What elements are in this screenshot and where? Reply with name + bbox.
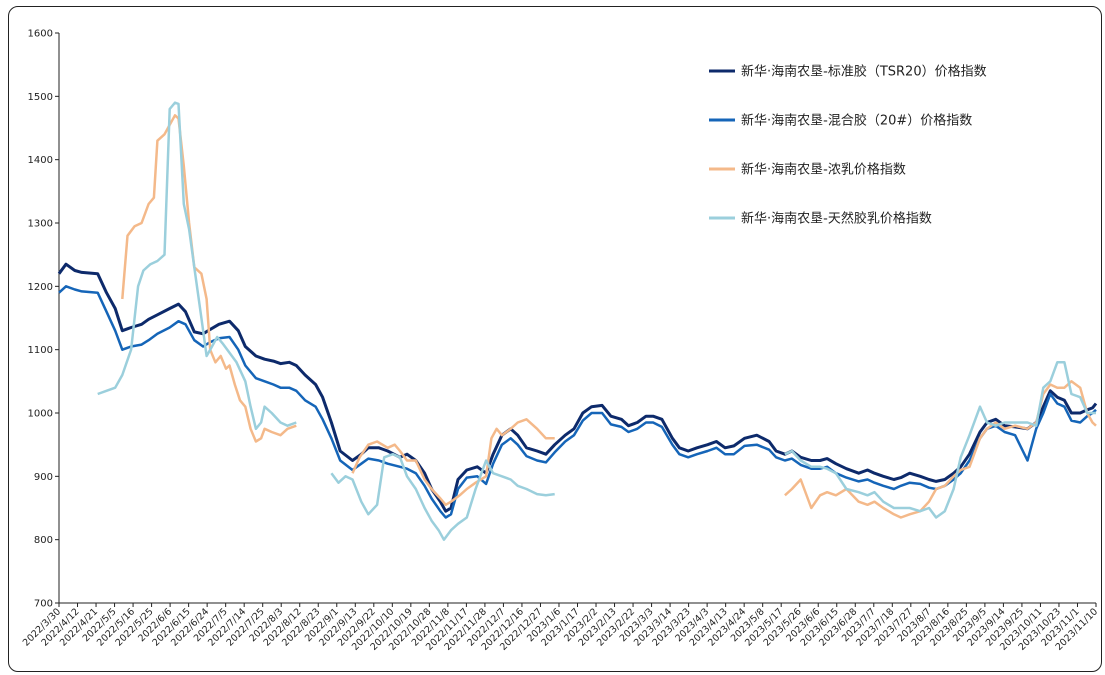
series-line-3-segment-3 — [784, 380, 1097, 519]
series-line-4-segment-1 — [97, 101, 297, 431]
series-line-2 — [58, 285, 1097, 519]
y-tick-label: 1000 — [28, 409, 53, 420]
y-tick-label: 700 — [34, 599, 53, 610]
legend-label-4: 新华·海南农垦-天然胶乳价格指数 — [741, 211, 932, 227]
y-tick-label: 1300 — [28, 219, 53, 230]
line-chart: 7008009001000110012001300140015001600202… — [21, 29, 1100, 653]
y-tick-label: 1200 — [28, 282, 53, 293]
y-tick-label: 1400 — [28, 155, 53, 166]
y-tick-label: 1100 — [28, 345, 53, 356]
series-layer — [57, 101, 1098, 541]
y-tick-label: 900 — [34, 472, 53, 483]
legend-label-2: 新华·海南农垦-混合胶（20#）价格指数 — [741, 113, 972, 129]
series-line-3-segment-1 — [121, 114, 297, 443]
legend-label-3: 新华·海南农垦-浓乳价格指数 — [741, 162, 906, 178]
legend: 新华·海南农垦-标准胶（TSR20）价格指数新华·海南农垦-混合胶（20#）价格… — [709, 64, 987, 227]
legend-label-1: 新华·海南农垦-标准胶（TSR20）价格指数 — [741, 64, 987, 80]
y-tick-label: 1500 — [28, 92, 53, 103]
chart-frame: 700 800 900 1000 1100 1200 1300 1400 1500 1600 202… — [8, 6, 1102, 672]
y-tick-label: 1600 — [28, 29, 53, 40]
series-line-4-segment-3 — [784, 361, 1096, 519]
series-line-3-segment-2 — [351, 418, 555, 507]
series-line-4-segment-2 — [330, 452, 555, 541]
series-line-1 — [57, 262, 1098, 513]
y-tick-label: 800 — [34, 535, 53, 546]
